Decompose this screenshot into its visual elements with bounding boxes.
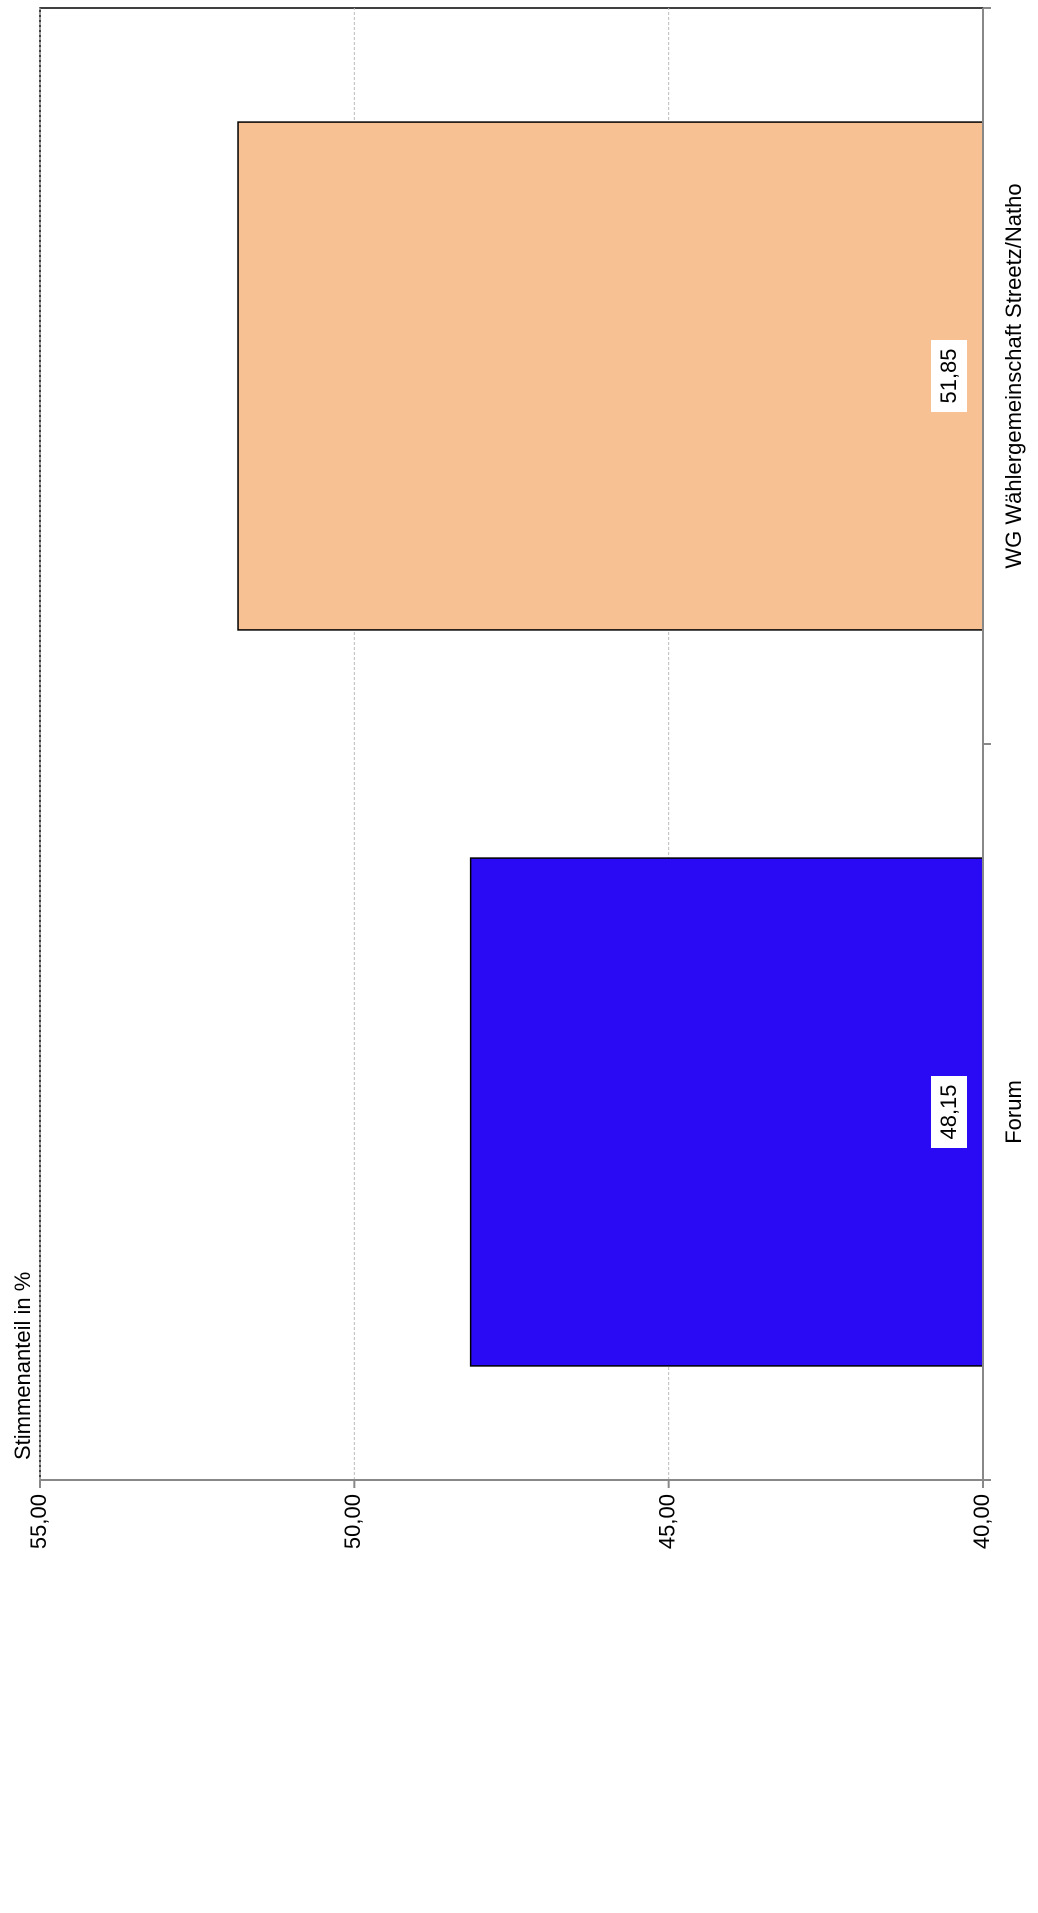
x-tick-label: Forum [1001,1080,1026,1144]
data-label: 51,85 [936,348,961,403]
y-tick-label: 40,00 [969,1494,994,1549]
y-tick-label: 50,00 [340,1494,365,1549]
bar [237,121,984,631]
rotated-plot: 40,00 45,00 50,00 55,00 48,15 Forum 51,85 WG Wä… [10,7,1026,1549]
data-label-box [931,1076,967,1148]
y-tick-label: 45,00 [654,1494,679,1549]
bar [469,857,984,1367]
data-label: 48,15 [936,1084,961,1139]
x-tick-label: WG Wählergemeinschaft Streetz/Natho [1001,183,1026,568]
y-tick-label: 55,00 [26,1494,51,1549]
data-label-box [931,340,967,412]
axis-label: Stimmenanteil in % [10,1272,35,1460]
